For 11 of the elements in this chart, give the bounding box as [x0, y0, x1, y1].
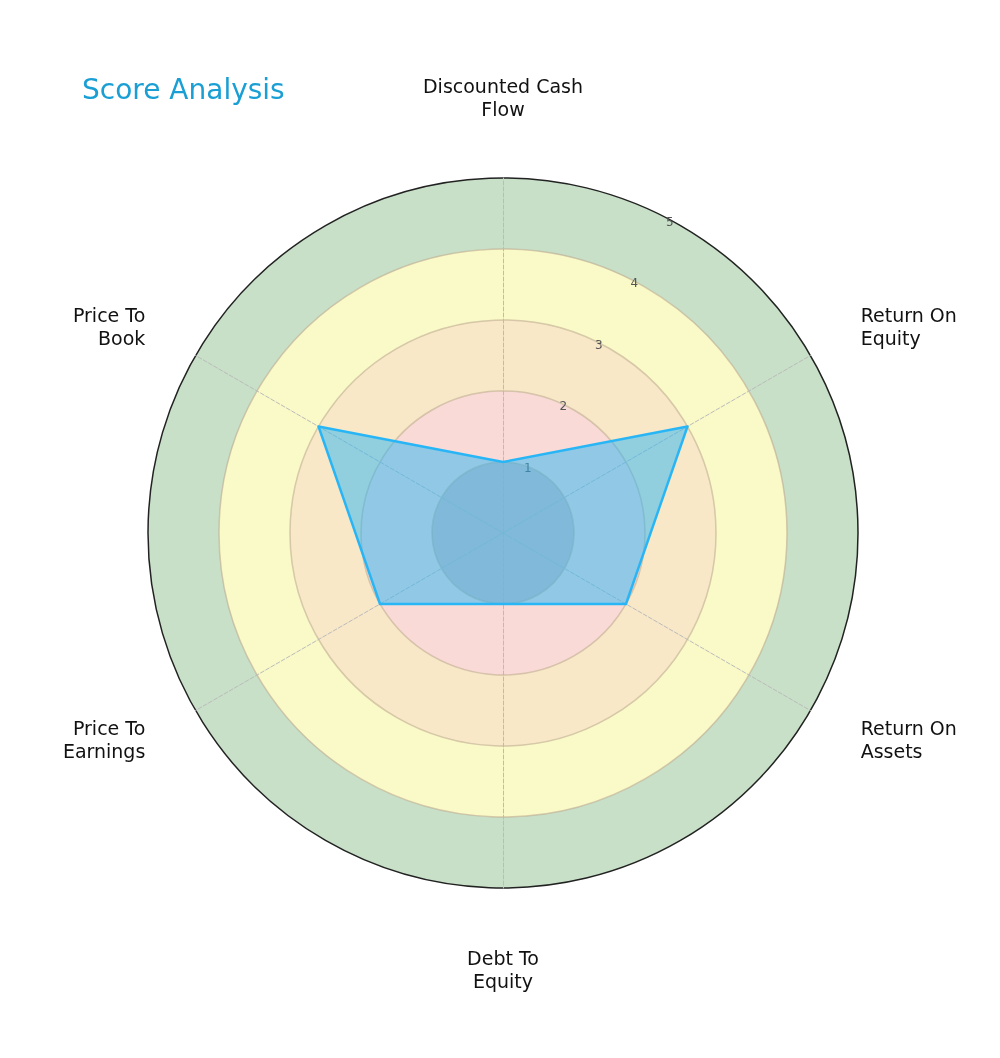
y-tick-label: 3 — [594, 337, 603, 352]
spoke-label: Price To Book — [72, 304, 146, 349]
spoke-label: Discounted Cash Flow — [422, 74, 584, 120]
spoke-label: Return On Equity — [860, 304, 957, 349]
y-tick-label: 1 — [523, 460, 532, 475]
spoke-label: Price To Earnings — [62, 717, 146, 762]
y-tick-label: 4 — [630, 276, 639, 291]
chart-title: Score Analysis — [82, 72, 285, 106]
spoke-label: Return On Assets — [860, 717, 957, 762]
spoke-label: Debt To Equity — [467, 946, 539, 992]
y-tick-label: 2 — [559, 399, 568, 414]
